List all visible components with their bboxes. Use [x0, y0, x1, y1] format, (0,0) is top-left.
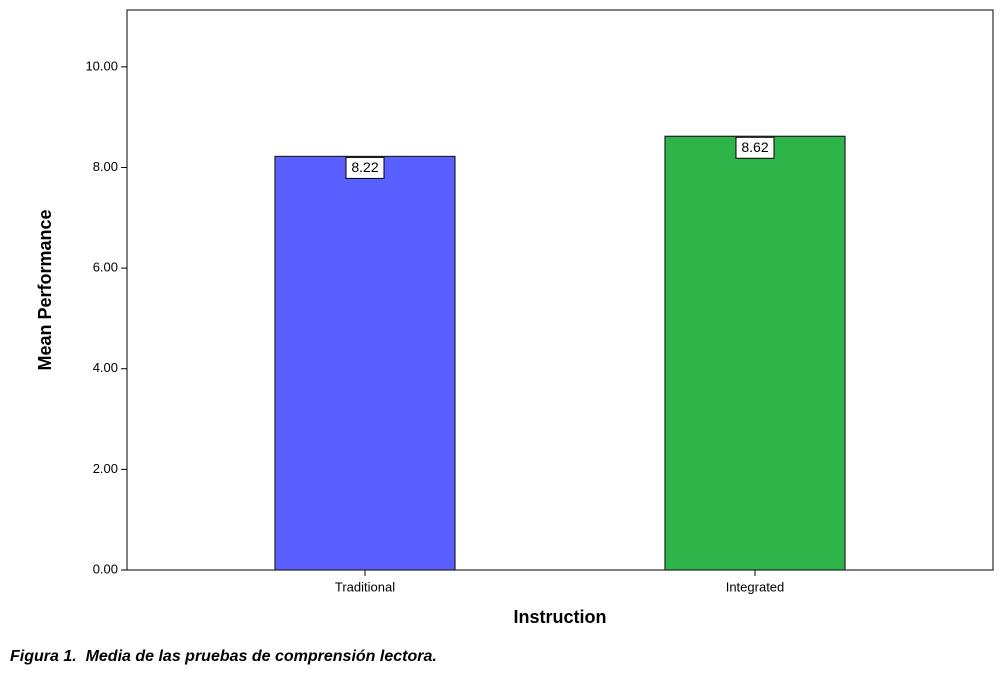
y-axis-label: Mean Performance — [35, 209, 55, 370]
x-tick-label: Traditional — [335, 579, 395, 594]
y-tick-label: 10.00 — [85, 58, 118, 73]
bar — [274, 155, 456, 571]
x-axis-label: Instruction — [514, 607, 607, 627]
chart: Instruction Mean Performance 0.00 2.00 4.0… — [35, 9, 994, 627]
y-tick-label: 4.00 — [93, 360, 118, 375]
plot-area — [126, 9, 994, 571]
value-label-box — [345, 156, 385, 179]
caption: Figura 1. Media de las pruebas de compre… — [10, 648, 437, 665]
value-label: 8.62 — [741, 139, 768, 155]
value-label-box — [735, 136, 775, 159]
y-tick-label: 8.00 — [93, 159, 118, 174]
y-tick-label: 0.00 — [93, 561, 118, 576]
value-label: 8.22 — [351, 159, 378, 175]
page: Instruction Mean Performance 0.00 2.00 4.0… — [10, 9, 994, 665]
y-tick-label: 2.00 — [93, 461, 118, 476]
y-tick-label: 6.00 — [93, 260, 118, 275]
x-tick-label: Integrated — [726, 579, 785, 594]
bar — [664, 135, 846, 571]
